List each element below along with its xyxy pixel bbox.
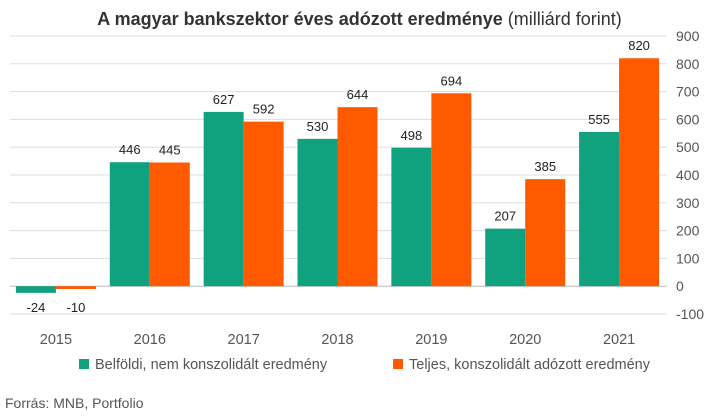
source-note: Forrás: MNB, Portfolio	[5, 395, 144, 411]
x-tick-label: 2018	[321, 332, 353, 348]
legend-label: Belföldi, nem konszolidált eredmény	[95, 357, 328, 373]
x-tick-label: 2016	[134, 332, 166, 348]
y-tick-label: 300	[676, 195, 700, 211]
legend-swatch	[393, 359, 403, 370]
data-label: 644	[347, 87, 369, 102]
bar	[203, 111, 244, 287]
y-tick-label: 600	[676, 111, 700, 127]
data-label: 385	[534, 159, 556, 174]
legend-item-belfoldi: Belföldi, nem konszolidált eredmény	[79, 357, 327, 373]
bar	[337, 107, 378, 287]
chart-title: A magyar bankszektor éves adózott eredmé…	[0, 9, 719, 30]
y-tick-label: 500	[676, 139, 700, 155]
legend-label: Teljes, konszolidált adózott eredmény	[409, 357, 650, 373]
y-tick-label: -100	[676, 306, 704, 322]
bar	[391, 147, 432, 287]
bar	[525, 179, 566, 287]
x-tick-label: 2021	[603, 332, 635, 348]
bar	[579, 131, 620, 287]
data-label: -10	[67, 300, 86, 315]
data-label: 530	[307, 119, 329, 134]
legend-item-teljes: Teljes, konszolidált adózott eredmény	[393, 357, 650, 373]
data-label: 207	[494, 209, 516, 224]
chart-title-main: A magyar bankszektor éves adózott eredmé…	[97, 9, 503, 29]
data-label: 555	[588, 112, 610, 127]
x-tick-label: 2015	[40, 332, 72, 348]
data-label: 446	[119, 142, 141, 157]
y-tick-label: 700	[676, 84, 700, 100]
y-tick-label: 200	[676, 223, 700, 239]
x-tick-label: 2020	[509, 332, 541, 348]
bar	[431, 93, 472, 287]
y-tick-label: 800	[676, 56, 700, 72]
data-labels: -24 -10 446 445 627 592 530 644 498 694 207 385 555 8…	[27, 38, 650, 315]
y-tick-label: 900	[676, 28, 700, 44]
y-axis-ticks: -100 0 100 200 300 400 500 600 700 800 900	[676, 28, 704, 322]
bar	[149, 162, 190, 287]
data-label: 820	[628, 38, 650, 53]
bar	[619, 58, 660, 287]
bar	[243, 121, 284, 287]
y-tick-label: 400	[676, 167, 700, 183]
bar	[109, 162, 150, 287]
data-label: 445	[159, 142, 181, 157]
data-label: 592	[253, 102, 275, 117]
y-tick-label: 0	[676, 278, 684, 294]
x-tick-label: 2019	[415, 332, 447, 348]
bar	[297, 138, 338, 287]
x-tick-label: 2017	[228, 332, 260, 348]
bar	[55, 286, 96, 289]
data-label: -24	[27, 300, 46, 315]
data-label: 694	[441, 73, 463, 88]
x-axis-ticks: 2015 2016 2017 2018 2019 2020 2021	[40, 332, 635, 348]
bar	[485, 228, 526, 287]
chart-title-unit: (milliárd forint)	[507, 9, 622, 29]
data-label: 498	[401, 128, 423, 143]
y-tick-label: 100	[676, 250, 700, 266]
legend-swatch	[79, 359, 89, 370]
bar	[15, 286, 56, 293]
bars	[15, 58, 660, 293]
data-label: 627	[213, 92, 235, 107]
